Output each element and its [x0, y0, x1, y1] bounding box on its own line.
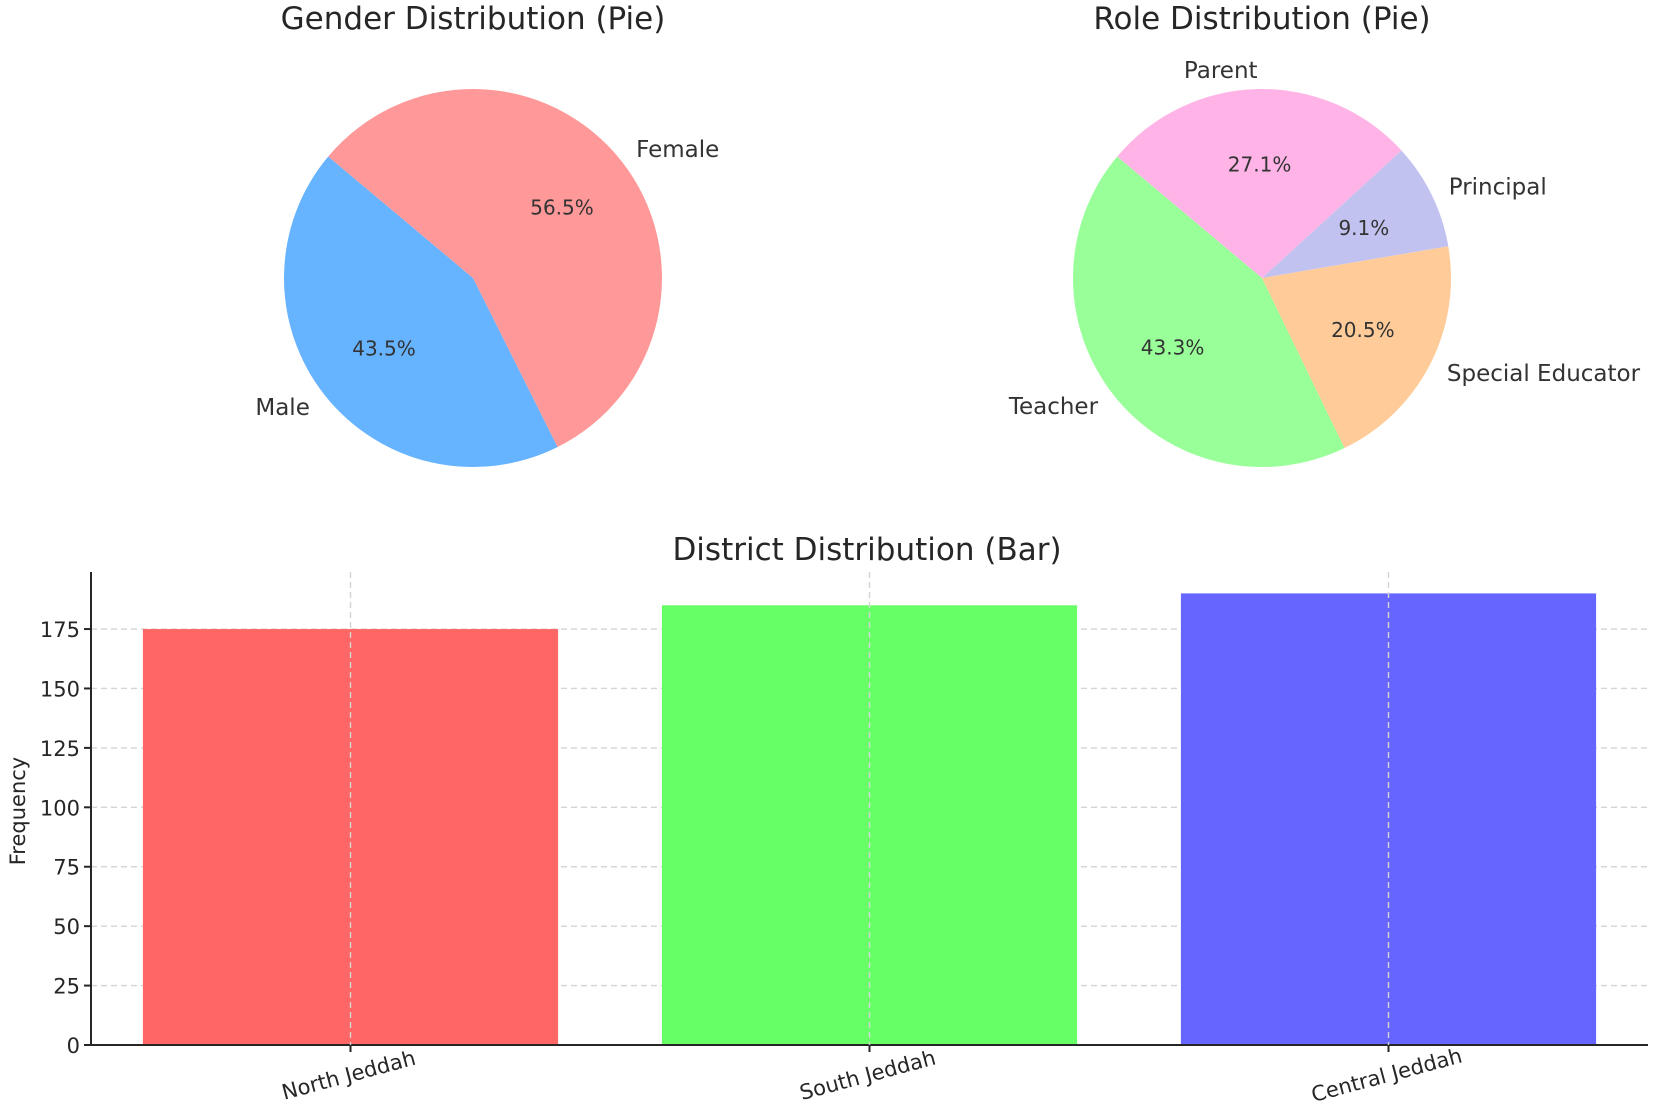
bar-bars: [142, 593, 1597, 1045]
role-pie-chart: Role Distribution (Pie) 43.3% Teacher 20.5…: [1008, 1, 1641, 467]
role-pie-title: Role Distribution (Pie): [1093, 1, 1430, 37]
gender-slice-female: [328, 88, 662, 447]
gender-pie-slices: 43.5% Male 56.5% Female: [255, 88, 719, 468]
y-axis-label: Frequency: [6, 757, 30, 866]
role-pct-label: 43.3%: [1141, 336, 1205, 360]
y-tick-label: 100: [40, 796, 80, 820]
gender-category-label: Male: [255, 395, 309, 421]
role-slice-teacher: [1073, 156, 1345, 467]
gender-pie-chart: Gender Distribution (Pie) 43.5% Male 56.5%…: [255, 1, 719, 468]
gender-pct-label: 43.5%: [352, 336, 416, 360]
gender-pie-title: Gender Distribution (Pie): [281, 1, 666, 37]
y-tick-label: 75: [53, 856, 80, 880]
role-slice-principal: [1262, 150, 1449, 278]
x-tick-label: Central Jeddah: [1309, 1044, 1465, 1107]
x-tick-label: North Jeddah: [279, 1046, 418, 1105]
role-pct-label: 20.5%: [1331, 318, 1395, 342]
role-pct-label: 27.1%: [1228, 153, 1292, 177]
y-tick-label: 25: [53, 975, 80, 999]
role-category-label: Teacher: [1008, 394, 1099, 420]
y-tick-label: 50: [53, 915, 80, 939]
role-pie-slices: 43.3% Teacher 20.5% Special Educator 9.1% Pri…: [1008, 58, 1641, 467]
y-tick-label: 150: [40, 677, 80, 701]
role-pct-label: 9.1%: [1338, 216, 1389, 240]
y-tick-label: 0: [67, 1034, 80, 1058]
district-bar-chart: District Distribution (Bar) 0 25 50 75 100 12…: [6, 532, 1648, 1107]
gender-category-label: Female: [636, 137, 719, 163]
role-category-label: Principal: [1449, 175, 1547, 201]
role-category-label: Special Educator: [1447, 361, 1641, 387]
role-category-label: Parent: [1184, 58, 1258, 84]
bar-central-jeddah: [1180, 593, 1597, 1045]
gender-slice-male: [284, 156, 558, 468]
y-tick-label: 175: [40, 618, 80, 642]
y-tick-label: 125: [40, 737, 80, 761]
x-tick-label: South Jeddah: [797, 1046, 938, 1105]
gender-pct-label: 56.5%: [530, 196, 594, 220]
district-bar-title: District Distribution (Bar): [672, 532, 1061, 568]
role-slice-special-educator: [1262, 246, 1451, 449]
role-slice-parent: [1117, 89, 1402, 278]
